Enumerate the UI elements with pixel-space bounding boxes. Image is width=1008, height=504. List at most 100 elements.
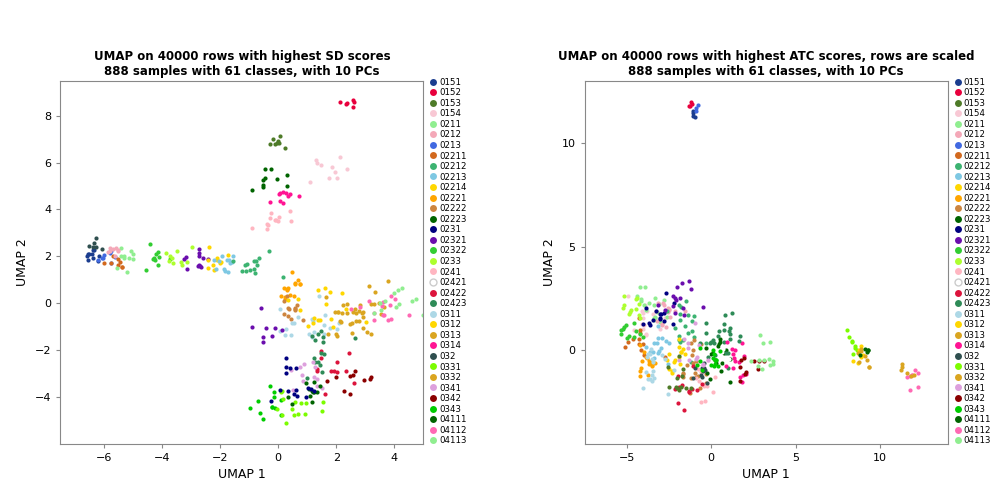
Point (698, 381, 714, 389)
Point (707, 351, 723, 359)
Point (282, 290, 298, 298)
Y-axis label: UMAP 2: UMAP 2 (543, 238, 556, 286)
Point (631, 335, 647, 343)
Point (632, 367, 648, 375)
Point (242, 266, 258, 274)
Point (688, 374, 705, 383)
Point (323, 288, 339, 296)
Point (257, 165, 273, 173)
Point (718, 346, 734, 354)
Point (892, 366, 908, 374)
Point (211, 257, 227, 265)
Point (309, 286, 326, 294)
Point (646, 294, 662, 302)
Point (626, 326, 642, 334)
Point (87, 239, 103, 247)
Point (91, 253, 107, 261)
Point (703, 339, 719, 347)
Point (746, 357, 762, 365)
Point (125, 255, 141, 263)
Point (636, 351, 652, 359)
Point (731, 356, 747, 364)
X-axis label: UMAP 1: UMAP 1 (218, 468, 266, 481)
Point (715, 359, 731, 367)
Point (172, 258, 188, 266)
Point (670, 335, 686, 343)
Point (628, 328, 644, 336)
Point (366, 300, 382, 308)
Point (656, 353, 672, 361)
Point (328, 373, 344, 381)
Point (125, 250, 141, 258)
Point (306, 354, 323, 362)
Point (270, 137, 286, 145)
Point (306, 357, 323, 365)
Point (632, 341, 648, 349)
Point (642, 350, 658, 358)
Point (213, 259, 229, 267)
Point (331, 319, 347, 327)
Point (258, 225, 274, 233)
Point (635, 333, 651, 341)
Point (325, 323, 341, 331)
Point (687, 112, 704, 120)
Point (305, 372, 322, 381)
Point (319, 300, 335, 308)
Point (266, 226, 282, 234)
Point (81, 249, 97, 258)
Point (110, 246, 126, 255)
Point (639, 307, 655, 315)
Point (85, 242, 101, 250)
Point (269, 405, 285, 413)
Point (635, 320, 651, 328)
Point (290, 295, 306, 303)
Point (664, 367, 680, 375)
Point (654, 321, 670, 329)
Point (247, 269, 263, 277)
Point (718, 362, 734, 370)
Point (255, 415, 271, 423)
Point (639, 353, 655, 361)
Point (736, 354, 752, 362)
Point (271, 133, 287, 141)
Point (359, 328, 375, 336)
Point (351, 317, 367, 325)
Point (286, 390, 302, 398)
Point (737, 369, 753, 377)
Point (689, 365, 706, 373)
Point (306, 313, 323, 322)
Point (652, 314, 668, 323)
Point (707, 355, 723, 363)
Point (300, 331, 317, 339)
Point (667, 386, 683, 394)
Point (317, 390, 333, 398)
Point (715, 348, 731, 356)
Point (707, 360, 723, 368)
Point (270, 139, 286, 147)
Point (667, 355, 683, 363)
Point (388, 302, 404, 310)
Point (317, 311, 333, 320)
Point (244, 186, 260, 194)
Point (735, 371, 751, 379)
Point (278, 325, 294, 333)
Point (722, 355, 738, 363)
Point (629, 291, 645, 299)
Point (191, 249, 207, 258)
Point (671, 383, 687, 391)
Point (681, 102, 698, 110)
Point (313, 347, 330, 355)
Point (686, 336, 703, 344)
Point (674, 373, 690, 381)
Point (680, 339, 697, 347)
Point (696, 364, 712, 372)
Point (339, 300, 355, 308)
Point (329, 358, 345, 366)
Point (178, 253, 195, 261)
Point (273, 292, 289, 300)
Point (317, 350, 333, 358)
Point (731, 337, 747, 345)
Point (707, 349, 723, 357)
Point (150, 248, 166, 256)
Point (708, 356, 724, 364)
